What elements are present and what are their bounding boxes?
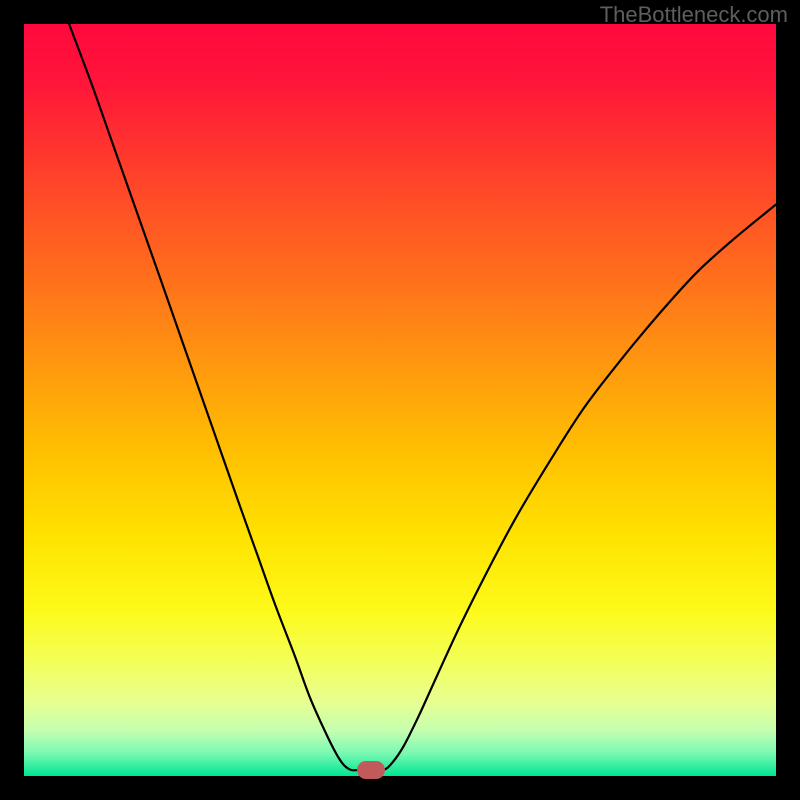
optimal-point-marker — [357, 761, 385, 779]
bottleneck-curve — [24, 24, 776, 776]
chart-container: TheBottleneck.com — [0, 0, 800, 800]
watermark-text: TheBottleneck.com — [600, 2, 788, 28]
